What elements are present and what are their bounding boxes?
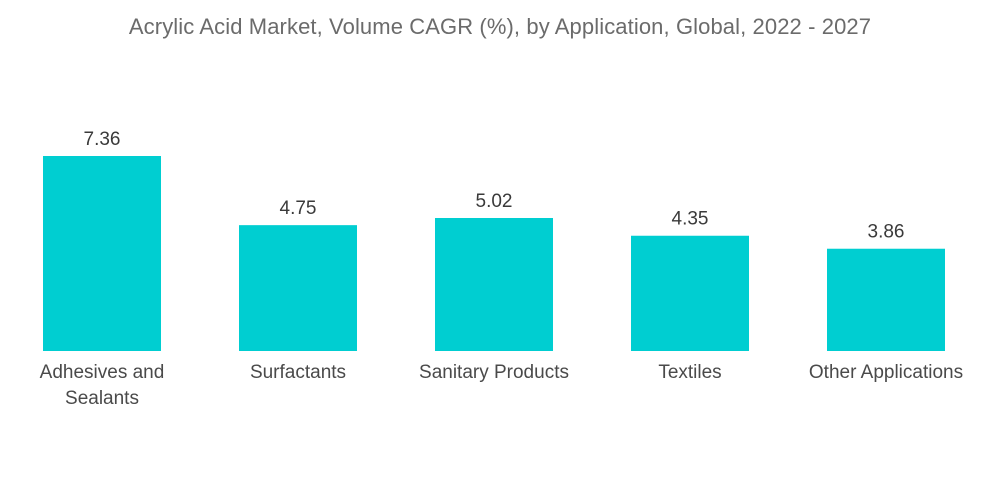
bar-0 xyxy=(43,156,161,351)
bar-4 xyxy=(827,249,945,351)
category-label-1-line-0: Surfactants xyxy=(250,362,346,383)
value-label-0: 7.36 xyxy=(84,129,121,150)
category-label-2: Sanitary Products xyxy=(419,362,569,383)
value-label-1: 4.75 xyxy=(280,198,317,219)
category-label-2-line-0: Sanitary Products xyxy=(419,362,569,383)
value-label-4: 3.86 xyxy=(868,222,905,243)
bar-chart: 7.36 4.75 5.02 4.35 3.86 Adhesives and Sealan… xyxy=(0,0,1000,504)
category-label-0: Adhesives and Sealants xyxy=(40,362,165,409)
bar-2 xyxy=(435,218,553,351)
bar-1 xyxy=(239,225,357,351)
category-label-0-line-0: Adhesives and xyxy=(40,362,165,383)
category-label-4-line-0: Other Applications xyxy=(809,362,963,383)
bar-3 xyxy=(631,236,749,351)
tick-labels-layer: Adhesives and Sealants Surfactants Sanitary… xyxy=(40,362,963,409)
category-label-1: Surfactants xyxy=(250,362,346,383)
category-label-4: Other Applications xyxy=(809,362,963,383)
bars-layer xyxy=(43,156,945,351)
category-label-3: Textiles xyxy=(658,362,721,383)
value-label-2: 5.02 xyxy=(476,191,513,212)
category-label-0-line-1: Sealants xyxy=(65,388,139,409)
value-label-3: 4.35 xyxy=(672,209,709,230)
category-label-3-line-0: Textiles xyxy=(658,362,721,383)
